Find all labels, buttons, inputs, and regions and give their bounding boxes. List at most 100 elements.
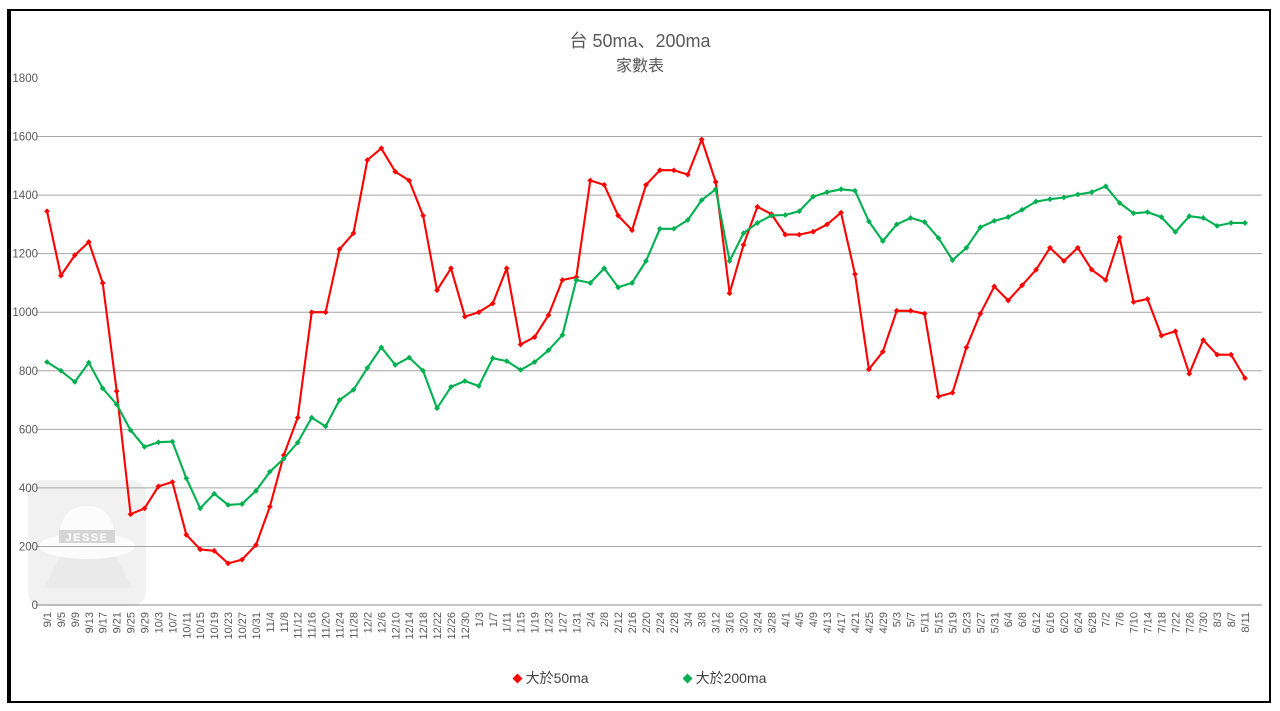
svg-text:9/21: 9/21 <box>112 612 124 633</box>
svg-text:8/11: 8/11 <box>1240 612 1252 633</box>
svg-text:5/19: 5/19 <box>947 612 959 633</box>
svg-text:6/24: 6/24 <box>1073 612 1085 633</box>
svg-text:9/25: 9/25 <box>126 612 138 633</box>
svg-text:9/17: 9/17 <box>98 612 110 633</box>
svg-text:6/4: 6/4 <box>1003 612 1015 627</box>
svg-text:10/23: 10/23 <box>223 612 235 640</box>
svg-text:5/23: 5/23 <box>961 612 973 633</box>
svg-text:11/4: 11/4 <box>265 612 277 633</box>
legend-item-50ma: 大於50ma <box>512 668 589 688</box>
svg-text:11/20: 11/20 <box>321 612 333 639</box>
svg-text:0: 0 <box>32 600 38 612</box>
watermark-text: JESSE <box>66 532 109 544</box>
svg-text:12/18: 12/18 <box>418 612 430 640</box>
svg-text:10/15: 10/15 <box>195 612 207 640</box>
svg-text:11/12: 11/12 <box>293 612 305 639</box>
legend-label-200ma: 大於200ma <box>695 670 767 686</box>
svg-text:3/20: 3/20 <box>739 612 751 633</box>
svg-text:600: 600 <box>19 424 38 436</box>
svg-text:12/6: 12/6 <box>376 612 388 633</box>
svg-text:200: 200 <box>19 541 38 553</box>
chart-title-line2: 家數表 <box>615 58 664 75</box>
svg-text:3/16: 3/16 <box>725 612 737 633</box>
chart-title-line1: 台 50ma、200ma <box>569 31 711 51</box>
svg-text:7/26: 7/26 <box>1184 612 1196 633</box>
svg-text:12/30: 12/30 <box>460 612 472 640</box>
svg-text:6/28: 6/28 <box>1087 612 1099 633</box>
svg-text:9/1: 9/1 <box>42 612 54 627</box>
svg-text:9/13: 9/13 <box>84 612 96 633</box>
svg-text:7/2: 7/2 <box>1101 612 1113 627</box>
svg-text:10/11: 10/11 <box>181 612 193 639</box>
svg-text:9/29: 9/29 <box>140 612 152 633</box>
svg-text:2/12: 2/12 <box>613 612 625 633</box>
svg-text:8/3: 8/3 <box>1212 612 1224 627</box>
svg-text:7/22: 7/22 <box>1170 612 1182 633</box>
svg-text:1600: 1600 <box>12 132 38 144</box>
svg-text:7/10: 7/10 <box>1129 612 1141 633</box>
svg-text:1/11: 1/11 <box>502 612 514 633</box>
svg-text:4/17: 4/17 <box>836 612 848 633</box>
svg-text:3/24: 3/24 <box>752 612 764 633</box>
legend-label-50ma: 大於50ma <box>525 670 589 686</box>
svg-text:3/28: 3/28 <box>766 612 778 633</box>
svg-text:6/20: 6/20 <box>1059 612 1071 633</box>
svg-text:2/4: 2/4 <box>585 612 597 627</box>
svg-text:11/28: 11/28 <box>348 612 360 639</box>
chart-title: 台 50ma、200ma 家數表 <box>0 28 1280 80</box>
svg-text:1/23: 1/23 <box>543 612 555 633</box>
legend-item-200ma: 大於200ma <box>682 668 767 688</box>
svg-text:6/12: 6/12 <box>1031 612 1043 633</box>
svg-text:1/31: 1/31 <box>571 612 583 633</box>
svg-text:1/15: 1/15 <box>516 612 528 633</box>
svg-text:10/3: 10/3 <box>153 612 165 633</box>
svg-text:10/7: 10/7 <box>167 612 179 633</box>
svg-text:5/7: 5/7 <box>906 612 918 627</box>
chart-legend: 大於50ma 大於200ma <box>0 668 1280 688</box>
svg-text:6/16: 6/16 <box>1045 612 1057 633</box>
chart-canvas <box>7 9 1271 703</box>
svg-text:3/8: 3/8 <box>697 612 709 627</box>
fedora-hat-logo-icon: JESSE <box>28 480 146 606</box>
svg-text:12/26: 12/26 <box>446 612 458 640</box>
diamond-marker-red-icon <box>512 673 523 683</box>
svg-text:8/7: 8/7 <box>1226 612 1238 627</box>
svg-text:12/10: 12/10 <box>390 612 402 640</box>
svg-text:9/5: 9/5 <box>56 612 68 627</box>
svg-text:10/31: 10/31 <box>251 612 263 640</box>
svg-text:4/1: 4/1 <box>780 612 792 627</box>
svg-text:4/13: 4/13 <box>822 612 834 633</box>
svg-text:5/15: 5/15 <box>934 612 946 633</box>
svg-text:1800: 1800 <box>12 73 38 85</box>
svg-text:1/19: 1/19 <box>530 612 542 633</box>
svg-text:5/27: 5/27 <box>975 612 987 633</box>
svg-text:4/29: 4/29 <box>878 612 890 633</box>
svg-text:2/28: 2/28 <box>669 612 681 633</box>
svg-text:12/22: 12/22 <box>432 612 444 640</box>
svg-text:11/24: 11/24 <box>335 612 347 639</box>
svg-text:7/30: 7/30 <box>1198 612 1210 633</box>
svg-text:2/24: 2/24 <box>655 612 667 633</box>
svg-text:5/31: 5/31 <box>989 612 1001 633</box>
svg-text:4/5: 4/5 <box>794 612 806 627</box>
svg-text:1/3: 1/3 <box>474 612 486 627</box>
svg-text:5/11: 5/11 <box>920 612 932 633</box>
svg-text:400: 400 <box>19 483 38 495</box>
svg-text:7/6: 7/6 <box>1115 612 1127 627</box>
svg-text:10/27: 10/27 <box>237 612 249 640</box>
svg-text:4/9: 4/9 <box>808 612 820 627</box>
svg-text:6/8: 6/8 <box>1017 612 1029 627</box>
svg-text:4/25: 4/25 <box>864 612 876 633</box>
svg-text:10/19: 10/19 <box>209 612 221 640</box>
svg-text:11/8: 11/8 <box>279 612 291 633</box>
svg-text:7/14: 7/14 <box>1142 612 1154 633</box>
svg-text:3/4: 3/4 <box>683 612 695 627</box>
svg-text:9/9: 9/9 <box>70 612 82 627</box>
svg-text:11/16: 11/16 <box>307 612 319 639</box>
svg-text:12/14: 12/14 <box>404 612 416 640</box>
svg-text:2/20: 2/20 <box>641 612 653 633</box>
svg-text:1/7: 1/7 <box>488 612 500 627</box>
svg-text:7/18: 7/18 <box>1156 612 1168 633</box>
svg-text:3/12: 3/12 <box>711 612 723 633</box>
